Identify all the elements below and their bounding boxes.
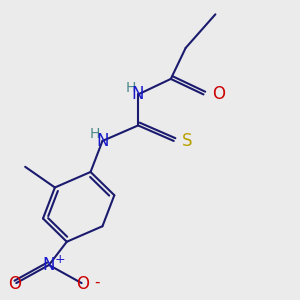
- Text: N: N: [43, 256, 55, 274]
- Text: O: O: [212, 85, 225, 103]
- Text: S: S: [182, 132, 193, 150]
- Text: H: H: [125, 81, 136, 95]
- Text: N: N: [96, 132, 109, 150]
- Text: O: O: [8, 275, 21, 293]
- Text: N: N: [132, 85, 144, 103]
- Text: H: H: [90, 128, 100, 142]
- Text: O: O: [76, 275, 90, 293]
- Text: +: +: [55, 253, 66, 266]
- Text: -: -: [94, 274, 100, 289]
